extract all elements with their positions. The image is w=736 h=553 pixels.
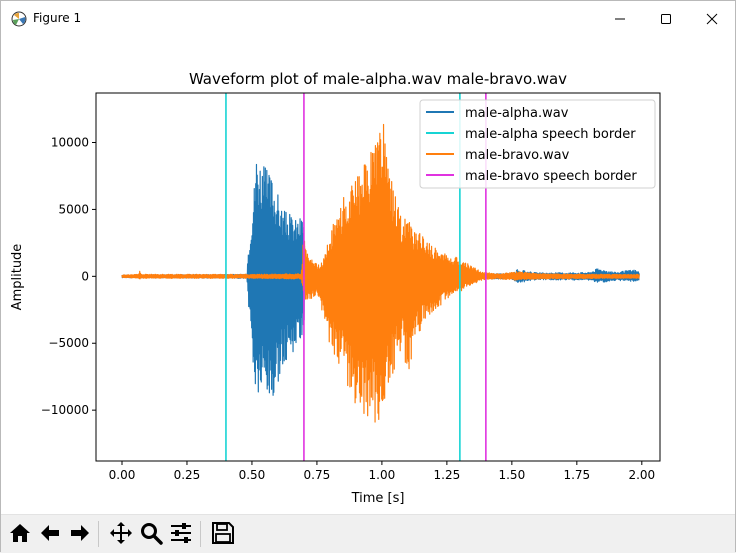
move-icon bbox=[110, 522, 132, 544]
x-tick-label: 2.00 bbox=[628, 468, 655, 482]
toolbar-separator bbox=[200, 521, 201, 547]
title-bar[interactable]: Figure 1 bbox=[1, 1, 735, 37]
y-tick-label: 10000 bbox=[51, 136, 89, 150]
arrow-right-icon bbox=[71, 525, 89, 541]
magnifier-icon bbox=[141, 523, 163, 545]
maximize-icon bbox=[661, 14, 671, 24]
x-axis-label: Time [s] bbox=[351, 491, 405, 506]
configure-subplots-button[interactable] bbox=[167, 518, 195, 548]
maximize-button[interactable] bbox=[643, 1, 689, 37]
x-tick-label: 1.00 bbox=[369, 468, 396, 482]
legend-box bbox=[419, 99, 656, 189]
legend-label: male-alpha speech border bbox=[465, 127, 636, 142]
legend-label: male-bravo speech border bbox=[465, 169, 637, 184]
minimize-icon bbox=[615, 18, 625, 20]
x-tick-label: 1.75 bbox=[563, 468, 590, 482]
y-tick-label: 5000 bbox=[58, 202, 89, 216]
close-button[interactable] bbox=[689, 1, 735, 37]
legend-label: male-alpha.wav bbox=[465, 106, 569, 121]
home-icon bbox=[10, 524, 30, 542]
zoom-button[interactable] bbox=[137, 518, 165, 548]
figure-canvas[interactable]: Waveform plot of male-alpha.wav male-bra… bbox=[1, 37, 735, 514]
legend-label: male-bravo.wav bbox=[465, 148, 570, 163]
y-axis: −10000 −5000 0 5000 10000 bbox=[41, 136, 96, 417]
x-tick-label: 0.00 bbox=[109, 468, 136, 482]
y-axis-label: Amplitude bbox=[10, 244, 25, 311]
window-title: Figure 1 bbox=[33, 11, 82, 25]
minimize-button[interactable] bbox=[597, 1, 643, 37]
home-button[interactable] bbox=[6, 518, 34, 548]
navigation-toolbar bbox=[1, 514, 735, 553]
close-icon bbox=[706, 13, 718, 25]
x-tick-label: 0.50 bbox=[239, 468, 266, 482]
waveform-male-bravo-wav bbox=[121, 123, 640, 423]
y-tick-label: −10000 bbox=[41, 403, 89, 417]
x-tick-label: 1.50 bbox=[498, 468, 525, 482]
y-tick-label: −5000 bbox=[48, 336, 89, 350]
axes-frame bbox=[95, 92, 661, 462]
legend: male-alpha.wav male-alpha speech border ma… bbox=[419, 99, 656, 189]
x-tick-label: 0.25 bbox=[174, 468, 201, 482]
y-tick-label: 0 bbox=[81, 269, 89, 283]
sliders-icon bbox=[171, 523, 191, 543]
arrow-left-icon bbox=[41, 525, 59, 541]
back-button[interactable] bbox=[36, 518, 64, 548]
chart-title: Waveform plot of male-alpha.wav male-bra… bbox=[189, 70, 567, 88]
x-tick-label: 1.25 bbox=[434, 468, 461, 482]
forward-button[interactable] bbox=[66, 518, 94, 548]
matplotlib-icon bbox=[11, 11, 27, 27]
floppy-disk-icon bbox=[212, 522, 234, 544]
pan-button[interactable] bbox=[107, 518, 135, 548]
x-axis: 0.00 0.25 0.50 0.75 1.00 1.25 1.50 1.75 2.00 bbox=[109, 461, 655, 482]
x-tick-label: 0.75 bbox=[304, 468, 331, 482]
save-button[interactable] bbox=[209, 518, 237, 548]
toolbar-separator bbox=[98, 521, 99, 547]
